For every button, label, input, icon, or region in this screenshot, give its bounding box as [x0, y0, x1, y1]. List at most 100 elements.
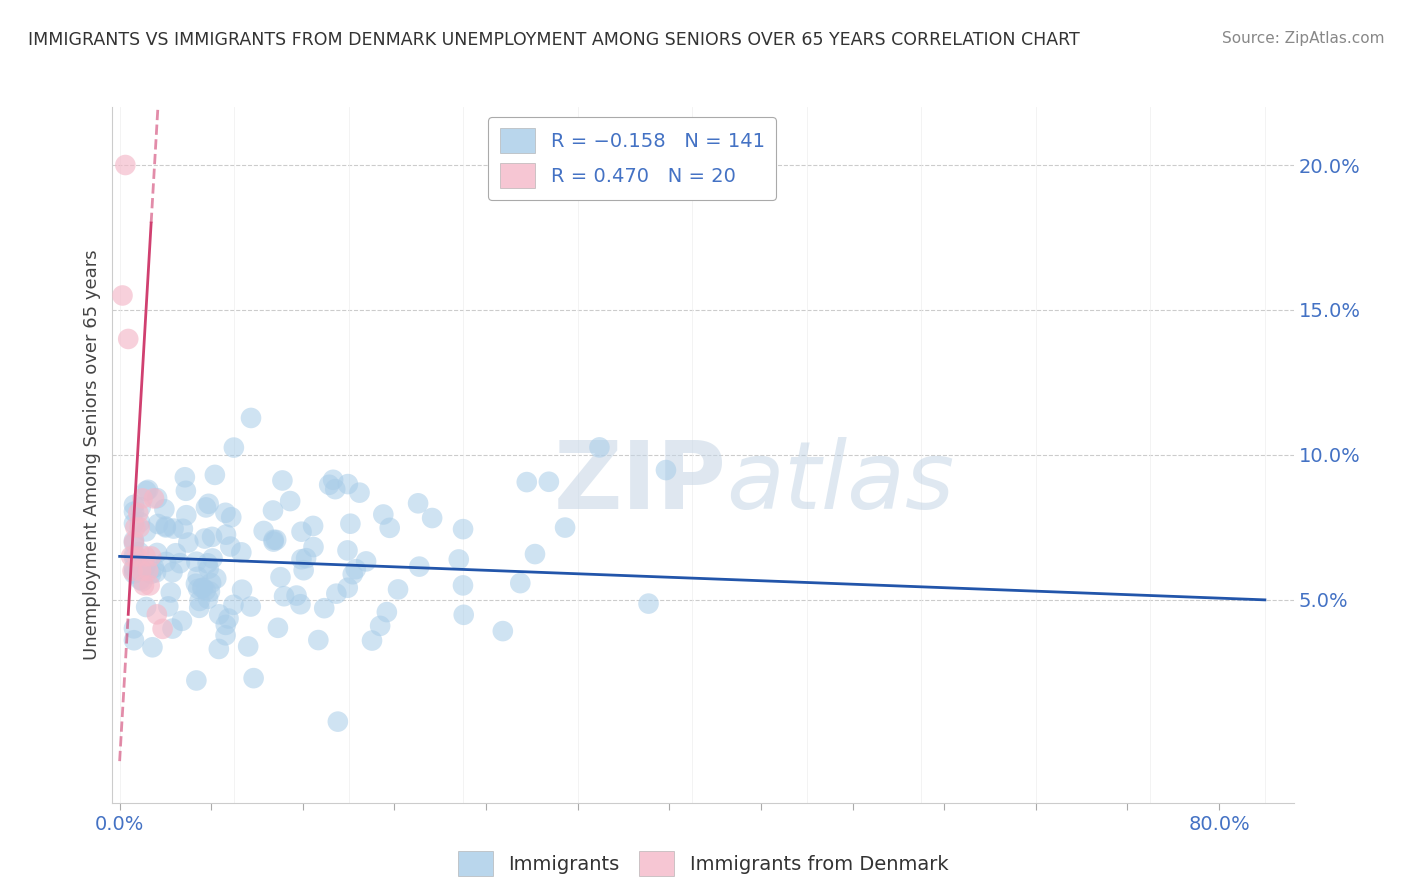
Point: [127, 506, 149, 520]
Point: [326, 714, 349, 729]
Point: [208, 607, 231, 622]
Point: [191, 581, 214, 595]
Point: [285, 589, 308, 603]
Point: [290, 597, 312, 611]
Point: [307, 633, 329, 648]
Point: [170, 614, 193, 628]
Point: [162, 622, 184, 636]
Point: [378, 521, 401, 535]
Point: [111, 288, 134, 302]
Point: [205, 571, 228, 585]
Point: [238, 640, 260, 654]
Point: [134, 549, 156, 564]
Point: [222, 441, 245, 455]
Point: [128, 559, 150, 574]
Point: [267, 621, 290, 635]
Text: atlas: atlas: [727, 437, 955, 528]
Point: [336, 477, 359, 491]
Point: [176, 508, 198, 523]
Point: [194, 500, 217, 515]
Point: [122, 548, 145, 562]
Point: [184, 576, 207, 591]
Legend: Immigrants, Immigrants from Denmark: Immigrants, Immigrants from Denmark: [450, 843, 956, 884]
Point: [278, 494, 301, 508]
Point: [408, 559, 430, 574]
Point: [215, 618, 238, 632]
Point: [129, 500, 152, 515]
Point: [264, 533, 287, 547]
Point: [197, 497, 219, 511]
Point: [231, 545, 253, 559]
Point: [219, 540, 242, 554]
Point: [516, 475, 538, 489]
Point: [554, 520, 576, 534]
Point: [122, 516, 145, 531]
Point: [197, 562, 219, 576]
Point: [194, 532, 217, 546]
Point: [159, 585, 181, 599]
Point: [262, 503, 284, 517]
Point: [271, 474, 294, 488]
Point: [122, 550, 145, 565]
Point: [165, 546, 187, 560]
Point: [214, 628, 236, 642]
Point: [122, 621, 145, 635]
Point: [302, 519, 325, 533]
Point: [122, 561, 145, 575]
Point: [537, 475, 560, 489]
Point: [122, 533, 145, 548]
Point: [322, 473, 344, 487]
Text: Source: ZipAtlas.com: Source: ZipAtlas.com: [1222, 31, 1385, 46]
Point: [339, 516, 361, 531]
Point: [146, 546, 169, 560]
Point: [186, 555, 208, 569]
Point: [124, 520, 146, 534]
Text: IMMIGRANTS VS IMMIGRANTS FROM DENMARK UNEMPLOYMENT AMONG SENIORS OVER 65 YEARS C: IMMIGRANTS VS IMMIGRANTS FROM DENMARK UN…: [28, 31, 1080, 49]
Point: [523, 547, 546, 561]
Point: [169, 556, 191, 570]
Point: [135, 483, 157, 498]
Point: [162, 522, 184, 536]
Point: [155, 519, 177, 533]
Point: [122, 536, 145, 550]
Point: [191, 581, 214, 595]
Point: [342, 567, 364, 582]
Point: [122, 633, 145, 648]
Point: [114, 158, 136, 172]
Point: [453, 607, 475, 622]
Point: [174, 483, 197, 498]
Point: [143, 491, 166, 506]
Point: [263, 534, 285, 549]
Point: [215, 527, 238, 541]
Point: [146, 491, 169, 505]
Point: [146, 607, 169, 622]
Point: [344, 562, 367, 576]
Point: [325, 587, 347, 601]
Point: [128, 545, 150, 559]
Point: [188, 600, 211, 615]
Point: [451, 522, 474, 536]
Point: [208, 642, 231, 657]
Point: [295, 551, 318, 566]
Point: [240, 411, 263, 425]
Point: [201, 551, 224, 566]
Point: [200, 576, 222, 591]
Point: [239, 599, 262, 614]
Point: [354, 554, 377, 568]
Point: [131, 491, 153, 506]
Point: [387, 582, 409, 597]
Point: [218, 611, 240, 625]
Point: [292, 563, 315, 577]
Point: [447, 552, 470, 566]
Point: [120, 549, 142, 564]
Point: [143, 560, 166, 574]
Point: [361, 633, 384, 648]
Point: [136, 564, 159, 578]
Point: [153, 502, 176, 516]
Point: [492, 624, 515, 639]
Point: [373, 508, 395, 522]
Point: [336, 543, 359, 558]
Point: [136, 483, 159, 497]
Point: [231, 582, 253, 597]
Point: [121, 564, 143, 578]
